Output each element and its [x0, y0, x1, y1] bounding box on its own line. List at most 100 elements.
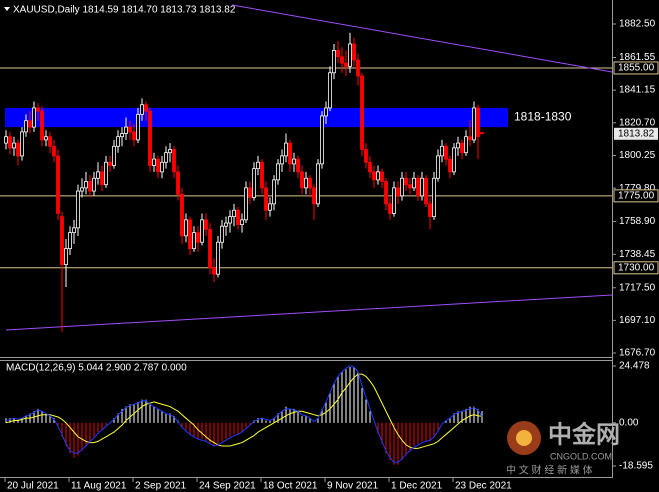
candle-body	[476, 107, 480, 138]
last-price-label: 1813.82	[618, 128, 655, 139]
candle-body	[100, 171, 104, 186]
candle-body	[116, 136, 120, 147]
candle-body	[480, 132, 484, 135]
candle-body	[408, 184, 412, 189]
zone-label: 1818-1830	[514, 110, 572, 124]
candle-body	[184, 219, 188, 237]
candle-body	[128, 126, 132, 133]
candle-body	[236, 209, 240, 226]
last-price-box	[614, 127, 658, 140]
y-tick-label: 1861.55	[619, 52, 656, 63]
y-tick-label: 1676.70	[619, 348, 656, 359]
trendline	[5, 294, 613, 331]
watermark-site: CNGOLD.COM	[550, 451, 612, 461]
candle-body	[380, 171, 384, 182]
trendline	[231, 4, 613, 73]
candle-body	[80, 187, 84, 192]
candle-body	[216, 241, 220, 275]
candle-body	[124, 126, 128, 134]
macd-title: MACD(12,26,9) 5.044 2.900 2.787 0.000	[6, 363, 187, 374]
logo	[516, 430, 532, 446]
candle-body	[156, 158, 160, 173]
candle-body	[172, 149, 176, 173]
candle-body	[32, 107, 36, 128]
candle-body	[192, 232, 196, 250]
y-tick-label: 0.00	[619, 417, 639, 428]
level-label: 1855.00	[618, 63, 655, 74]
candle-body	[64, 248, 68, 265]
candle-body	[272, 179, 276, 205]
candle-body	[12, 142, 16, 149]
candle-body	[308, 177, 312, 189]
x-tick-label: 1 Dec 2021	[391, 481, 443, 492]
candle-body	[188, 219, 192, 250]
candle-body	[36, 107, 40, 112]
candle-body	[332, 49, 336, 74]
y-tick-label: 1697.10	[619, 315, 656, 326]
menu-triangle	[4, 7, 10, 11]
candle-body	[176, 171, 180, 195]
watermark: 中金网 CNGOLD.COM 中 文 财 经 新 媒 体	[506, 420, 620, 476]
level-box	[613, 61, 659, 75]
candle-body	[256, 161, 260, 170]
candle-body	[292, 158, 296, 165]
candle-body	[52, 145, 56, 157]
candle-body	[348, 43, 352, 67]
candle-body	[212, 267, 216, 275]
candle-body	[16, 142, 20, 157]
candle-body	[416, 177, 420, 197]
candle-body	[24, 120, 28, 133]
candle-body	[304, 177, 308, 189]
candle-body	[164, 152, 168, 163]
x-tick-label: 9 Nov 2021	[327, 481, 379, 492]
candle-body	[240, 219, 244, 226]
candle-body	[88, 181, 92, 192]
candle-body	[180, 193, 184, 237]
candle-body	[248, 187, 252, 198]
candle-body	[396, 187, 400, 197]
candle-body	[20, 131, 24, 157]
candle-body	[48, 136, 52, 147]
x-tick-label: 23 Dec 2021	[455, 481, 512, 492]
y-tick-label: 1779.80	[619, 183, 656, 194]
candle-body	[76, 190, 80, 229]
candle-body	[152, 158, 156, 166]
candle-body	[72, 227, 76, 234]
candle-body	[424, 177, 428, 205]
candle-body	[108, 161, 112, 166]
candle-body	[440, 145, 444, 157]
candle-body	[448, 158, 452, 173]
candle-body	[160, 161, 164, 173]
candle-body	[200, 219, 204, 243]
watermark-slogan: 中 文 财 经 新 媒 体	[506, 464, 593, 477]
candle-body	[452, 147, 456, 173]
level-label: 1775.00	[618, 190, 655, 201]
level-box	[613, 189, 659, 203]
candle-body	[352, 43, 356, 61]
candle-body	[356, 59, 360, 77]
y-tick-label: 1758.90	[619, 216, 656, 227]
candle-body	[428, 203, 432, 218]
candle-body	[456, 142, 460, 149]
level-label: 1730.00	[618, 262, 655, 273]
candle-body	[296, 158, 300, 173]
candle-body	[320, 115, 324, 165]
y-tick-label: 1820.70	[619, 117, 656, 128]
candle-body	[120, 133, 124, 138]
candle-body	[44, 136, 48, 141]
candle-body	[316, 163, 320, 205]
candle-body	[96, 171, 100, 179]
x-tick-label: 20 Jul 2021	[7, 481, 59, 492]
x-tick-label: 11 Aug 2021	[71, 481, 127, 492]
candle-body	[268, 203, 272, 211]
candle-body	[444, 145, 448, 160]
candle-body	[400, 177, 404, 197]
candle-body	[276, 163, 280, 181]
watermark-brand: 中金网	[548, 420, 620, 448]
candle-body	[460, 142, 464, 154]
macd-line	[5, 373, 483, 449]
candle-body	[464, 136, 468, 154]
y-tick-label: 24.478	[619, 361, 650, 372]
candle-body	[412, 177, 416, 189]
